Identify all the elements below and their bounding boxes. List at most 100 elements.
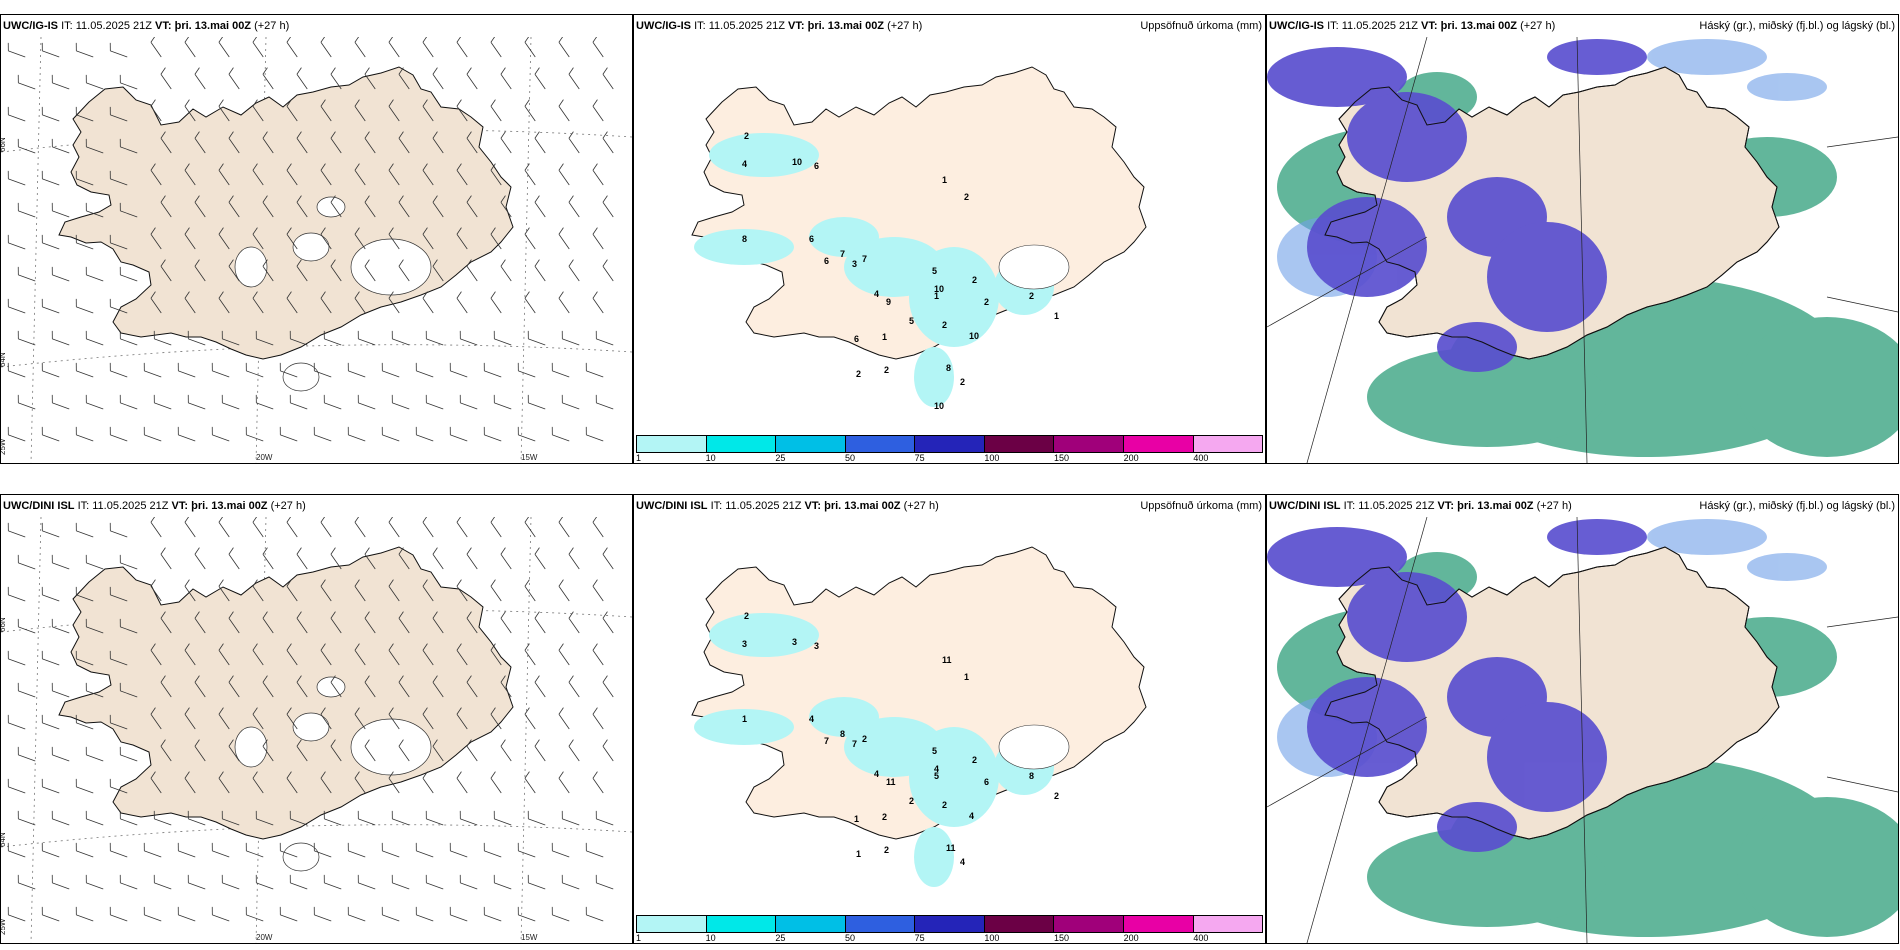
- precip-value-label: 6: [824, 256, 829, 266]
- barb-feather: [534, 675, 540, 683]
- barb-staff: [466, 202, 478, 218]
- barb-feather: [150, 771, 156, 779]
- barb-feather: [252, 227, 258, 235]
- barb-feather: [262, 675, 268, 683]
- legend-tick-label: 50: [845, 933, 856, 943]
- barb-staff: [422, 170, 434, 186]
- wind-barb: [51, 202, 70, 218]
- barb-feather: [184, 227, 190, 235]
- barb-staff: [460, 882, 478, 890]
- longitude-line: [255, 517, 267, 943]
- wind-barb: [218, 227, 230, 250]
- barb-feather: [354, 643, 360, 651]
- barb-staff: [320, 170, 332, 186]
- wind-barb: [218, 643, 230, 666]
- barb-staff: [534, 266, 546, 282]
- wind-barb: [313, 362, 332, 378]
- barb-feather: [592, 707, 598, 715]
- precip-value-label: 10: [934, 284, 944, 294]
- barb-staff: [568, 682, 580, 698]
- barb-feather: [228, 675, 234, 683]
- wind-barb: [218, 579, 230, 602]
- barb-staff: [422, 714, 434, 730]
- wind-barb: [109, 586, 128, 602]
- barb-staff: [552, 434, 570, 442]
- barb-staff: [500, 266, 512, 282]
- barb-feather: [602, 547, 608, 555]
- barb-staff: [296, 138, 308, 154]
- barb-feather: [320, 771, 326, 779]
- barb-feather: [194, 739, 200, 747]
- precip-value-label: 2: [942, 800, 947, 810]
- wind-barb: [364, 195, 376, 218]
- precip-value-label: 1: [934, 291, 939, 301]
- barb-staff: [422, 522, 434, 538]
- barb-staff: [150, 778, 162, 794]
- barb-staff: [586, 914, 604, 922]
- barb-feather: [398, 675, 404, 683]
- wind-barb: [109, 778, 128, 794]
- legend-tick-label: 200: [1123, 453, 1139, 463]
- wind-barb: [422, 99, 434, 122]
- barb-staff: [388, 650, 400, 666]
- legend-swatch: [1193, 436, 1263, 452]
- barb-staff: [534, 138, 546, 154]
- wind-barb: [255, 810, 274, 826]
- barb-staff: [528, 338, 546, 346]
- longitude-line: [30, 37, 42, 463]
- wind-barb: [534, 259, 546, 282]
- barb-feather: [534, 131, 540, 139]
- wind-barb: [255, 330, 274, 346]
- barb-staff: [586, 850, 604, 858]
- barb-feather: [558, 517, 563, 523]
- barb-staff: [500, 74, 512, 90]
- wind-barb: [320, 163, 332, 186]
- wind-barb: [85, 746, 104, 762]
- barb-staff: [466, 618, 478, 634]
- barb-staff: [524, 714, 536, 730]
- wind-barb: [517, 362, 536, 378]
- legend-swatch: [706, 436, 777, 452]
- valid-time: VT: þri. 13.mai 00Z: [1421, 20, 1518, 32]
- wind-barb: [228, 131, 240, 154]
- barb-feather: [296, 195, 302, 203]
- barb-staff: [382, 370, 400, 378]
- meridian-line: [1576, 37, 1588, 463]
- barb-feather: [388, 163, 394, 171]
- precip-value-label: 7: [824, 736, 829, 746]
- wind-barb: [41, 842, 60, 858]
- barb-staff: [364, 554, 376, 570]
- wind-barb: [218, 771, 230, 794]
- wind-barb: [364, 131, 376, 154]
- barb-staff: [52, 402, 70, 410]
- wind-barb: [289, 330, 308, 346]
- barb-staff: [262, 746, 274, 762]
- precip-value-label: 10: [934, 401, 944, 411]
- wind-barb: [493, 874, 512, 890]
- wind-barb: [585, 906, 604, 922]
- barb-feather: [296, 739, 302, 747]
- wind-barb: [490, 291, 502, 314]
- wind-barb: [320, 579, 332, 602]
- barb-staff: [592, 650, 604, 666]
- barb-staff: [518, 850, 536, 858]
- barb-staff: [314, 850, 332, 858]
- wind-barb: [320, 771, 332, 794]
- barb-staff: [160, 682, 172, 698]
- barb-staff: [534, 74, 546, 90]
- barb-feather: [218, 227, 224, 235]
- wind-barb: [252, 771, 264, 794]
- barb-staff: [280, 434, 298, 442]
- barb-staff: [286, 778, 298, 794]
- wind-barb: [119, 618, 138, 634]
- barb-staff: [558, 106, 570, 122]
- lon-label: 15W: [521, 933, 538, 942]
- barb-staff: [188, 402, 206, 410]
- wind-barb: [187, 394, 206, 410]
- barb-staff: [18, 338, 36, 346]
- wind-barb: [218, 37, 230, 58]
- barb-staff: [500, 554, 512, 570]
- precip-value-label: 7: [852, 739, 857, 749]
- barb-feather: [500, 611, 506, 619]
- wind-barb: [279, 842, 298, 858]
